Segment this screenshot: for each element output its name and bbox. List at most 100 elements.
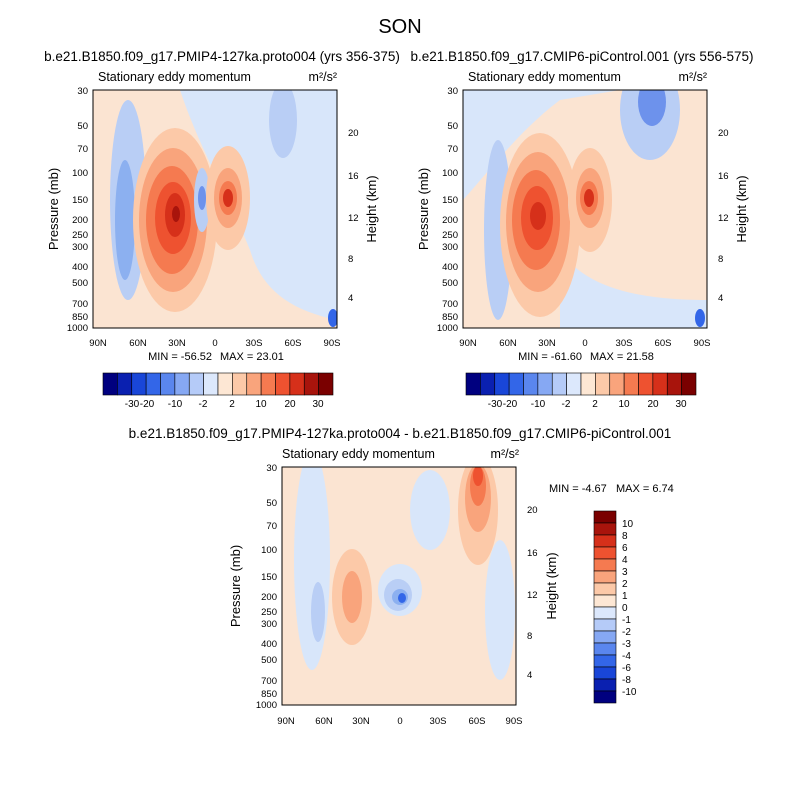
panel-3-x-ticks: 90N 60N 30N 0 30S 60S 90S <box>277 716 522 727</box>
panel-3-colorbar-swatch <box>593 510 617 524</box>
panel-3-cb-label: -3 <box>622 639 631 650</box>
panel-1-xtick: 60N <box>129 338 147 349</box>
panel-1-colorbar-swatch <box>289 372 305 396</box>
panel-1-cb-label: 30 <box>312 399 324 410</box>
panel-1-xtick: 30S <box>246 338 263 349</box>
panel-3-colorbar-swatch <box>593 606 617 620</box>
panel-2-colorbar-swatch <box>566 372 582 396</box>
panel-2-cb-label: 30 <box>675 399 687 410</box>
panel-1-xtick: 30N <box>168 338 186 349</box>
panel-1-x-ticks: 90N 60N 30N 0 30S 60S 90S <box>89 338 340 349</box>
panel-1-height-ticks: 20 16 12 8 4 <box>348 128 359 304</box>
panel-3-htick: 12 <box>527 590 538 601</box>
panel-3-ylabel: Pressure (mb) <box>228 545 243 627</box>
panel-2-xtick: 60N <box>499 338 517 349</box>
panel-3-field <box>282 467 516 705</box>
panel-2-ytick: 50 <box>447 121 458 132</box>
panel-3-ytick: 100 <box>261 545 277 556</box>
panel-2-field <box>463 90 707 328</box>
panel-1-colorbar-swatch <box>246 372 262 396</box>
panel-2-colorbar-swatch <box>537 372 553 396</box>
panel-3-xtick: 0 <box>397 716 402 727</box>
panel-3-cb-label: -1 <box>622 615 631 626</box>
panel-3-colorbar-swatch <box>593 582 617 596</box>
panel-1-htick: 12 <box>348 213 359 224</box>
panel-1-max: MAX = 23.01 <box>220 351 284 363</box>
panel-1-y-ticks: 30 50 70 100 150 200 250 300 400 500 700… <box>67 86 88 334</box>
panel-3-colorbar-swatch <box>593 594 617 608</box>
panel-2-colorbar-swatch <box>480 372 496 396</box>
panel-3-colorbar-swatch <box>593 534 617 548</box>
panel-2-xtick: 0 <box>582 338 587 349</box>
panel-3-cb-label: 0 <box>622 603 628 614</box>
panel-3-xtick: 90N <box>277 716 295 727</box>
panel-2-colorbar-swatch <box>609 372 625 396</box>
panel-1-colorbar-swatch <box>131 372 147 396</box>
panel-2-htick: 4 <box>718 293 723 304</box>
panel-2-htick: 8 <box>718 254 723 265</box>
panel-2-cb-label: 2 <box>592 399 598 410</box>
panel-3-colorbar-swatch <box>593 666 617 680</box>
panel-2-cb-label: -10 <box>531 399 546 410</box>
panel-3-colorbar-swatch <box>593 618 617 632</box>
panel-3-cb-label: -10 <box>622 687 637 698</box>
panel-3-cb-label: 3 <box>622 567 628 578</box>
panel-3-cb-label: -2 <box>622 627 631 638</box>
panel-3-cb-label: 10 <box>622 519 634 530</box>
panel-2-ylabel: Pressure (mb) <box>416 168 431 250</box>
panel-1-colorbar-swatch <box>217 372 233 396</box>
panel-2-ytick: 70 <box>447 144 458 155</box>
panel-3-ytick: 500 <box>261 655 277 666</box>
panel-3-colorbar-labels: 10 8 6 4 3 2 1 0 -1 -2 -3 -4 -6 -8 -10 <box>622 519 637 698</box>
panel-1-min: MIN = -56.52 <box>148 351 212 363</box>
panel-1-ytick: 700 <box>72 299 88 310</box>
panel-3-htick: 20 <box>527 505 538 516</box>
panel-1-cb-label: 10 <box>255 399 267 410</box>
panel-3-xtick: 30N <box>352 716 370 727</box>
panel-3-colorbar-swatch <box>593 642 617 656</box>
panel-2-colorbar-swatch <box>523 372 539 396</box>
panel-2-xtick: 90S <box>694 338 711 349</box>
panel-3-max: MAX = 6.74 <box>616 483 674 495</box>
panel-3-cb-label: 4 <box>622 555 628 566</box>
panel-2-min: MIN = -61.60 <box>518 351 582 363</box>
panel-2-y-ticks: 30 50 70 100 150 200 250 300 400 500 700… <box>437 86 458 334</box>
panel-2-colorbar-swatch <box>623 372 639 396</box>
panel-2-variable-label: Stationary eddy momentum <box>468 70 621 84</box>
panel-3-colorbar-swatch <box>593 654 617 668</box>
panel-2-colorbar-swatch <box>465 372 481 396</box>
panel-3-cb-label: 6 <box>622 543 628 554</box>
panel-2-title: b.e21.B1850.f09_g17.CMIP6-piControl.001 … <box>411 49 754 64</box>
panel-2-colorbar-swatch <box>551 372 567 396</box>
panel-2-frame <box>462 89 708 329</box>
panel-2-ytick: 100 <box>442 168 458 179</box>
panel-2-colorbar-swatch <box>494 372 510 396</box>
panel-1-cb-label: 2 <box>229 399 235 410</box>
panel-1-colorbar-swatch <box>260 372 276 396</box>
panel-1-ytick: 150 <box>72 195 88 206</box>
panel-2-cb-label: 20 <box>647 399 659 410</box>
panel-2-htick: 12 <box>718 213 729 224</box>
panel-2-htick: 16 <box>718 171 729 182</box>
panel-1-htick: 8 <box>348 254 353 265</box>
panel-1-colorbar <box>102 372 334 396</box>
panel-1-htick: 4 <box>348 293 353 304</box>
panel-3-cb-label: -6 <box>622 663 631 674</box>
panel-1-cb-label: -30 <box>125 399 140 410</box>
panel-3-colorbar-swatch <box>593 546 617 560</box>
panel-1-xtick: 0 <box>212 338 217 349</box>
panel-3-title: b.e21.B1850.f09_g17.PMIP4-127ka.proto004… <box>129 426 672 441</box>
panel-3-ytick: 150 <box>261 572 277 583</box>
panel-1-ytick: 400 <box>72 262 88 273</box>
panel-2-colorbar-swatch <box>595 372 611 396</box>
panel-3-colorbar-swatch <box>593 630 617 644</box>
panel-2-colorbar-swatch <box>666 372 682 396</box>
panel-2-ytick: 700 <box>442 299 458 310</box>
panel-2-colorbar <box>465 372 697 396</box>
panel-3-ytick: 700 <box>261 676 277 687</box>
panel-3-ytick: 50 <box>266 498 277 509</box>
panel-1-colorbar-swatch <box>117 372 133 396</box>
panel-2-ytick: 30 <box>447 86 458 97</box>
panel-2-ytick: 200 <box>442 215 458 226</box>
